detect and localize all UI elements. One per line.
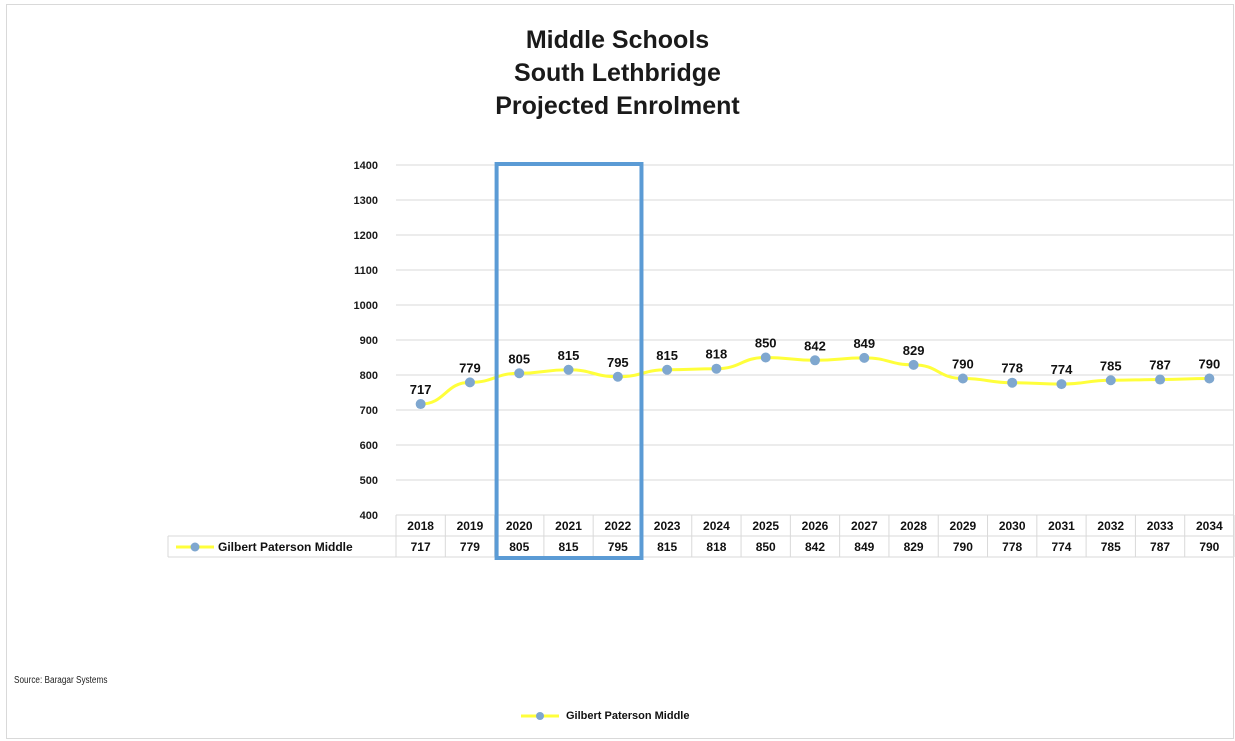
data-label: 787 — [1149, 358, 1171, 373]
data-label: 779 — [459, 360, 481, 375]
table-value: 785 — [1101, 540, 1121, 554]
table-value: 778 — [1002, 540, 1022, 554]
data-point — [464, 377, 475, 388]
data-point — [859, 352, 870, 363]
table-legend-marker — [190, 542, 200, 552]
data-point — [1204, 373, 1215, 384]
data-label: 850 — [755, 336, 777, 351]
x-tick-label: 2027 — [851, 519, 878, 533]
data-point — [415, 399, 426, 410]
x-tick-label: 2018 — [407, 519, 434, 533]
data-label: 829 — [903, 343, 925, 358]
legend-swatch — [521, 712, 559, 720]
y-tick-label: 600 — [360, 440, 378, 452]
legend: Gilbert Paterson Middle — [520, 710, 689, 722]
data-point — [612, 371, 623, 382]
table-value: 842 — [805, 540, 825, 554]
y-tick-label: 400 — [360, 510, 378, 522]
y-tick-label: 1200 — [354, 230, 378, 242]
data-label: 805 — [508, 351, 530, 366]
x-tick-label: 2021 — [555, 519, 582, 533]
x-tick-label: 2024 — [703, 519, 730, 533]
y-tick-label: 900 — [360, 335, 378, 347]
table-value: 774 — [1051, 540, 1071, 554]
x-tick-label: 2033 — [1147, 519, 1174, 533]
table-value: 787 — [1150, 540, 1170, 554]
table-value: 815 — [559, 540, 579, 554]
data-point — [1105, 375, 1116, 386]
x-tick-label: 2020 — [506, 519, 533, 533]
data-point — [810, 355, 820, 366]
table-value: 790 — [1199, 540, 1219, 554]
data-point — [563, 364, 574, 375]
source-note: Source: Baragar Systems — [14, 675, 108, 686]
chart-title-line-3: Projected Enrolment — [495, 92, 740, 120]
y-tick-label: 1400 — [354, 160, 378, 172]
table-value: 815 — [657, 540, 677, 554]
data-label: 790 — [1199, 357, 1221, 372]
y-tick-label: 1300 — [354, 195, 378, 207]
chart-title-line-1: Middle Schools — [525, 26, 710, 54]
data-point — [1155, 374, 1166, 385]
data-label: 717 — [410, 382, 432, 397]
x-tick-label: 2034 — [1196, 519, 1223, 533]
data-label: 790 — [952, 357, 974, 372]
table-value: 805 — [509, 540, 529, 554]
chart-title-line-2: South Lethbridge — [514, 59, 721, 87]
data-label: 778 — [1001, 361, 1023, 376]
x-tick-label: 2030 — [999, 519, 1026, 533]
y-tick-label: 700 — [360, 405, 378, 417]
data-point — [760, 352, 771, 363]
data-label: 795 — [607, 355, 629, 370]
x-tick-label: 2019 — [457, 519, 484, 533]
x-tick-label: 2031 — [1048, 519, 1075, 533]
y-tick-label: 800 — [360, 370, 378, 382]
data-point — [711, 363, 722, 374]
highlight-box — [494, 162, 644, 560]
data-point — [514, 368, 525, 379]
y-tick-label: 1000 — [354, 300, 378, 312]
table-value: 818 — [706, 540, 726, 554]
y-tick-label: 1100 — [354, 265, 378, 277]
table-value: 790 — [953, 540, 973, 554]
data-label: 774 — [1051, 362, 1073, 377]
data-label: 785 — [1100, 358, 1122, 373]
x-tick-label: 2023 — [654, 519, 681, 533]
table-value: 850 — [756, 540, 776, 554]
x-tick-label: 2029 — [950, 519, 977, 533]
x-tick-label: 2026 — [802, 519, 829, 533]
x-tick-label: 2032 — [1097, 519, 1124, 533]
data-point — [957, 373, 968, 384]
x-tick-label: 2022 — [604, 519, 631, 533]
table-value: 795 — [608, 540, 628, 554]
data-point — [1007, 377, 1018, 388]
data-point — [1056, 379, 1067, 390]
data-label: 818 — [706, 347, 728, 362]
table-value: 779 — [460, 540, 480, 554]
data-label: 815 — [656, 348, 678, 363]
x-tick-label: 2028 — [900, 519, 927, 533]
data-point — [662, 364, 673, 375]
data-label: 815 — [558, 348, 580, 363]
data-label: 842 — [804, 338, 826, 353]
table-value: 849 — [854, 540, 874, 554]
data-point — [908, 359, 919, 370]
table-series-name: Gilbert Paterson Middle — [218, 540, 353, 554]
table-value: 829 — [904, 540, 924, 554]
x-tick-label: 2025 — [752, 519, 779, 533]
data-label: 849 — [853, 336, 875, 351]
y-tick-label: 500 — [360, 475, 378, 487]
table-value: 717 — [411, 540, 431, 554]
chart-frame — [6, 4, 1234, 739]
legend-label: Gilbert Paterson Middle — [566, 710, 690, 722]
